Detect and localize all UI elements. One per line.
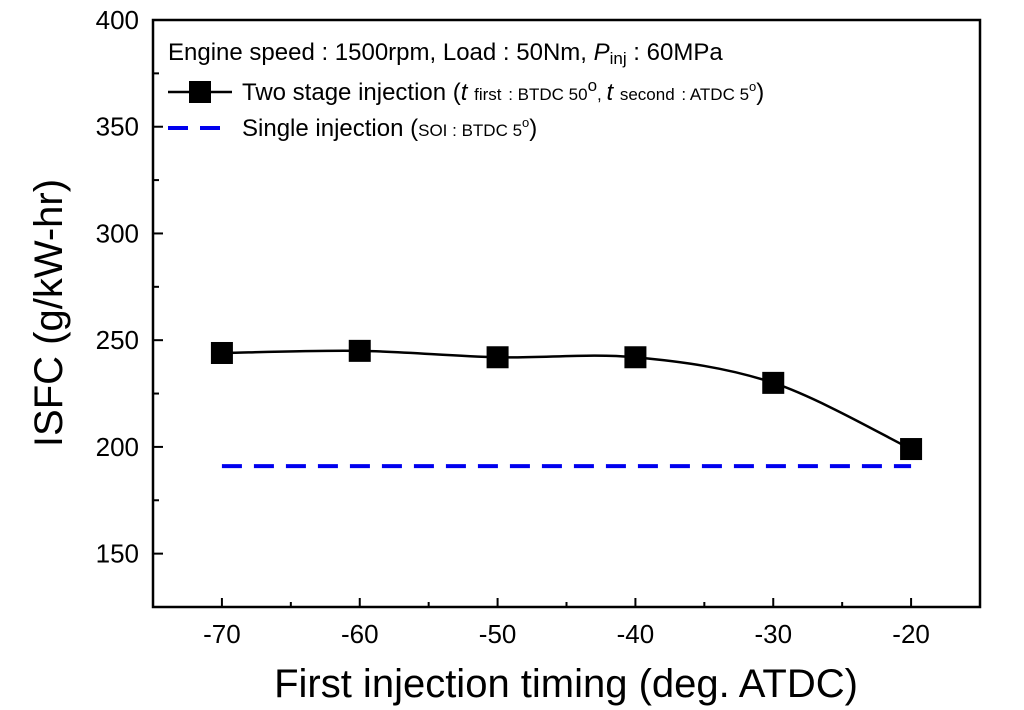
data-point-two-stage [762, 371, 785, 394]
series-line-two-stage [221, 349, 912, 451]
legend: Engine speed : 1500rpm, Load : 50Nm, Pin… [168, 39, 764, 142]
data-point-two-stage [348, 339, 371, 362]
data-point-two-stage [210, 341, 233, 364]
x-tick-label: -30 [754, 619, 792, 649]
data-point-two-stage [900, 438, 923, 461]
y-tick-label: 400 [96, 5, 139, 35]
y-tick-label: 300 [96, 218, 139, 248]
y-tick-label: 200 [96, 432, 139, 462]
legend-label-single: Single injection (SOI : BTDC 5o) [242, 115, 537, 142]
legend-marker-two-stage [189, 81, 211, 103]
x-tick-label: -70 [203, 619, 241, 649]
plot-frame [151, 18, 982, 609]
x-tick-label: -20 [892, 619, 930, 649]
y-axis-title: ISFC (g/kW-hr) [27, 179, 71, 447]
data-point-two-stage [486, 346, 509, 369]
data-point-two-stage [624, 346, 647, 369]
y-tick-label: 150 [96, 539, 139, 569]
legend-label-two-stage: Two stage injection (t first : BTDC 50o,… [242, 76, 764, 106]
y-tick-label: 250 [96, 325, 139, 355]
conditions-text: Engine speed : 1500rpm, Load : 50Nm, Pin… [168, 39, 723, 68]
x-tick-label: -60 [341, 619, 379, 649]
x-tick-label: -50 [479, 619, 517, 649]
x-tick-label: -40 [617, 619, 655, 649]
y-tick-label: 350 [96, 112, 139, 142]
x-axis-title: First injection timing (deg. ATDC) [274, 662, 858, 706]
